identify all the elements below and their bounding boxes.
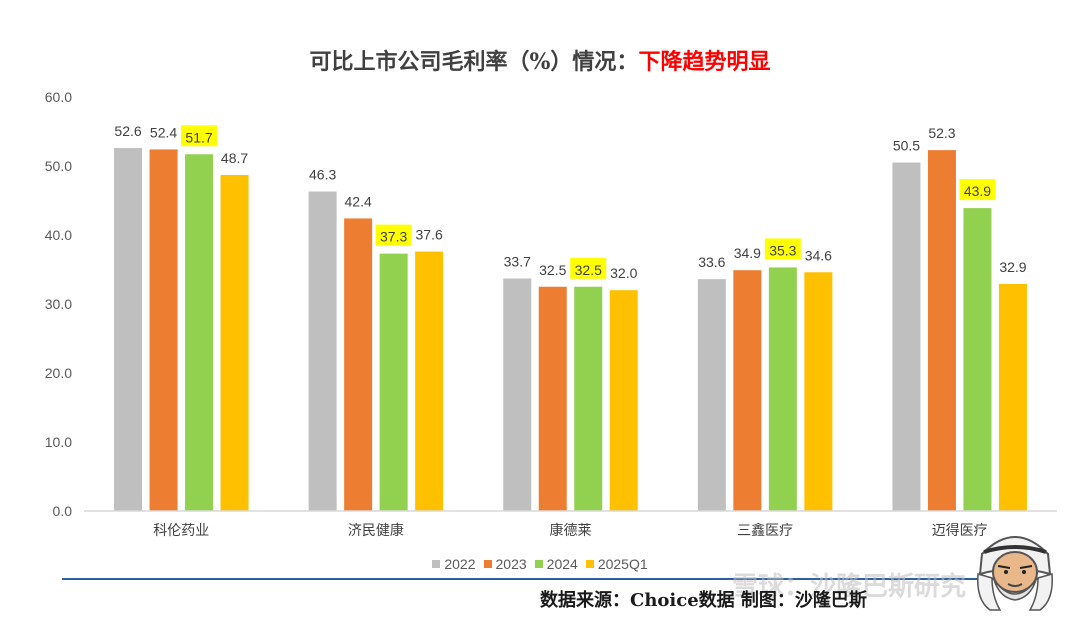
data-label-highlight bbox=[375, 224, 412, 246]
category-label: 康德莱 bbox=[550, 522, 592, 539]
y-tick-label: 50.0 bbox=[45, 158, 72, 174]
category-label: 三鑫医疗 bbox=[737, 522, 793, 539]
data-label: 50.5 bbox=[893, 138, 920, 154]
y-tick-label: 30.0 bbox=[45, 296, 72, 312]
data-label-highlight bbox=[181, 125, 218, 147]
legend-swatch bbox=[483, 560, 492, 568]
legend-label: 2025Q1 bbox=[597, 556, 648, 572]
data-label: 35.3 bbox=[769, 242, 796, 258]
data-label: 52.3 bbox=[928, 125, 955, 141]
legend-swatch bbox=[432, 560, 441, 568]
data-label: 37.3 bbox=[380, 229, 407, 245]
y-tick-label: 60.0 bbox=[45, 89, 72, 105]
category-label: 迈得医疗 bbox=[932, 522, 988, 539]
data-label-highlight bbox=[764, 238, 801, 260]
bar bbox=[697, 279, 726, 511]
bar bbox=[892, 162, 921, 512]
bar bbox=[733, 270, 762, 511]
bar bbox=[927, 150, 956, 511]
bar bbox=[114, 148, 143, 511]
data-label: 42.4 bbox=[345, 193, 372, 209]
bar bbox=[503, 278, 532, 511]
data-label: 48.7 bbox=[221, 150, 248, 166]
data-label: 52.6 bbox=[114, 123, 141, 139]
data-label: 33.6 bbox=[698, 254, 725, 270]
legend-item: 2022 bbox=[432, 556, 476, 572]
legend-label: 2024 bbox=[546, 556, 578, 572]
data-label: 37.6 bbox=[416, 227, 443, 243]
y-tick-label: 40.0 bbox=[45, 227, 72, 243]
bar bbox=[185, 154, 214, 511]
data-label: 43.9 bbox=[964, 183, 991, 199]
data-label: 32.0 bbox=[610, 265, 637, 281]
data-label: 34.9 bbox=[734, 245, 761, 261]
bar bbox=[804, 272, 833, 511]
data-label: 52.4 bbox=[150, 124, 177, 140]
legend-item: 2024 bbox=[534, 556, 578, 572]
data-label: 46.3 bbox=[309, 167, 336, 183]
bar bbox=[149, 149, 178, 511]
chart-title-prefix: 可比上市公司毛利率（%）情况： bbox=[309, 49, 639, 75]
bar bbox=[998, 283, 1027, 511]
chart-title: 可比上市公司毛利率（%）情况：下降趋势明显 bbox=[0, 44, 1080, 76]
y-tick-label: 10.0 bbox=[45, 434, 72, 450]
data-label: 32.5 bbox=[539, 262, 566, 278]
data-label: 33.7 bbox=[504, 253, 531, 269]
footer-divider bbox=[62, 578, 1050, 580]
legend-swatch bbox=[534, 560, 543, 568]
bar bbox=[609, 290, 638, 511]
mascot-avatar-icon bbox=[977, 536, 1053, 611]
source-note: 数据来源：Choice数据 制图：沙隆巴斯 bbox=[540, 590, 867, 611]
y-tick-label: 0.0 bbox=[53, 503, 73, 519]
category-label: 济民健康 bbox=[348, 522, 404, 539]
chart-title-emphasis: 下降趋势明显 bbox=[638, 49, 771, 75]
data-label: 51.7 bbox=[185, 129, 212, 145]
bar bbox=[768, 267, 797, 511]
legend-label: 2022 bbox=[444, 556, 476, 572]
bar bbox=[963, 208, 992, 511]
chart-legend: 2022 2023 2024 2025Q1 bbox=[0, 556, 1080, 572]
bar bbox=[308, 191, 337, 511]
data-label: 32.5 bbox=[575, 262, 602, 278]
watermark: 雪球：沙隆巴斯研究 bbox=[732, 572, 967, 602]
data-label: 32.9 bbox=[999, 259, 1026, 275]
data-label: 34.6 bbox=[805, 247, 832, 263]
bar bbox=[574, 286, 603, 511]
legend-label: 2023 bbox=[495, 556, 527, 572]
bar bbox=[415, 251, 444, 511]
data-label-highlight bbox=[570, 257, 607, 279]
y-tick-label: 20.0 bbox=[45, 365, 72, 381]
data-label-highlight bbox=[959, 179, 996, 201]
legend-item: 2023 bbox=[483, 556, 527, 572]
category-label: 科伦药业 bbox=[153, 523, 209, 539]
bar bbox=[344, 218, 373, 511]
bar bbox=[220, 174, 249, 511]
legend-swatch bbox=[585, 560, 594, 568]
bar bbox=[379, 253, 408, 511]
bar bbox=[538, 286, 567, 511]
legend-item: 2025Q1 bbox=[585, 556, 648, 572]
